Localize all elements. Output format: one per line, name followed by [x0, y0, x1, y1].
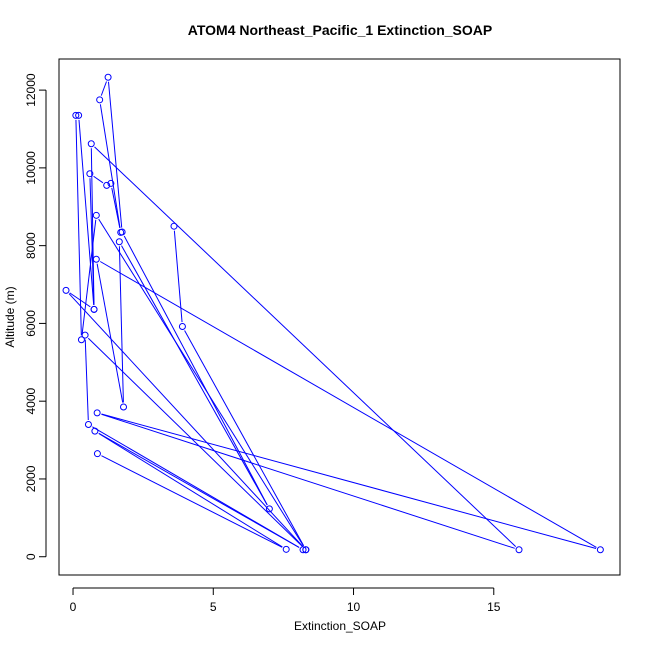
- y-tick-label: 10000: [24, 151, 38, 185]
- data-point: [75, 111, 83, 119]
- series-line-segment: [184, 330, 305, 547]
- data-point: [92, 255, 100, 263]
- y-tick-label: 2000: [24, 465, 38, 492]
- data-point: [93, 409, 101, 417]
- data-point: [84, 421, 92, 429]
- series-line-segment: [93, 175, 104, 184]
- data-point: [515, 546, 523, 554]
- data-point: [107, 179, 115, 187]
- series-line-segment: [107, 81, 123, 228]
- series-line-segment: [69, 292, 91, 308]
- series-line-segment: [100, 81, 107, 96]
- series-line-segment: [121, 245, 268, 506]
- x-tick-label: 0: [70, 600, 77, 614]
- series-line-segment: [99, 104, 121, 229]
- series-line-segment: [81, 219, 97, 336]
- series-line-segment: [101, 413, 597, 550]
- data-point: [282, 545, 290, 553]
- data-point: [299, 546, 307, 554]
- data-point: [265, 505, 273, 513]
- y-axis-label: Altitude (m): [3, 286, 17, 347]
- data-point: [91, 427, 99, 435]
- data-point: [77, 336, 85, 344]
- data-point: [72, 111, 80, 119]
- series-line-segment: [92, 426, 300, 548]
- data-point: [92, 211, 100, 219]
- series-line-segment: [101, 413, 515, 549]
- data-point: [178, 323, 186, 331]
- series-line-segment: [84, 339, 89, 421]
- x-axis: 0 5 10 15: [70, 587, 501, 614]
- y-tick-label: 4000: [24, 388, 38, 415]
- data-point: [104, 73, 112, 81]
- data-point: [120, 403, 128, 411]
- series-lines: [68, 81, 597, 550]
- chart-title: ATOM4 Northeast_Pacific_1 Extinction_SOA…: [188, 22, 492, 38]
- series-line-segment: [75, 119, 82, 336]
- data-point: [103, 181, 111, 189]
- series-line-segment: [87, 337, 303, 547]
- series-line-segment: [98, 433, 283, 548]
- x-axis-label: Extinction_SOAP: [294, 619, 386, 633]
- plot-frame: [58, 58, 621, 576]
- y-axis: 0 2000 4000 6000 8000 10000 12000: [24, 73, 47, 560]
- data-point: [118, 228, 126, 236]
- series-line-segment: [118, 246, 124, 403]
- series-markers: [62, 73, 604, 554]
- x-tick-label: 10: [347, 600, 361, 614]
- series-line-segment: [101, 455, 283, 548]
- x-tick-label: 15: [487, 600, 501, 614]
- x-tick-label: 5: [210, 600, 217, 614]
- series-line-segment: [94, 146, 517, 547]
- series-line-segment: [90, 148, 95, 305]
- data-point: [93, 450, 101, 458]
- series-line-segment: [98, 218, 304, 547]
- series-line-segment: [96, 263, 124, 403]
- data-point: [596, 546, 604, 554]
- data-point: [81, 331, 89, 339]
- data-point: [86, 170, 94, 178]
- series-line-segment: [78, 119, 95, 305]
- series-line-segment: [173, 230, 183, 323]
- data-point: [115, 238, 123, 246]
- y-tick-label: 6000: [24, 310, 38, 337]
- data-point: [96, 96, 104, 104]
- y-tick-label: 8000: [24, 232, 38, 259]
- data-point: [302, 546, 310, 554]
- data-point: [170, 222, 178, 230]
- series-line-segment: [68, 293, 304, 547]
- data-point: [90, 305, 98, 313]
- data-point: [62, 286, 70, 294]
- data-point: [87, 140, 95, 148]
- y-tick-label: 0: [24, 553, 38, 560]
- y-tick-label: 12000: [24, 73, 38, 107]
- series-line-segment: [99, 261, 597, 548]
